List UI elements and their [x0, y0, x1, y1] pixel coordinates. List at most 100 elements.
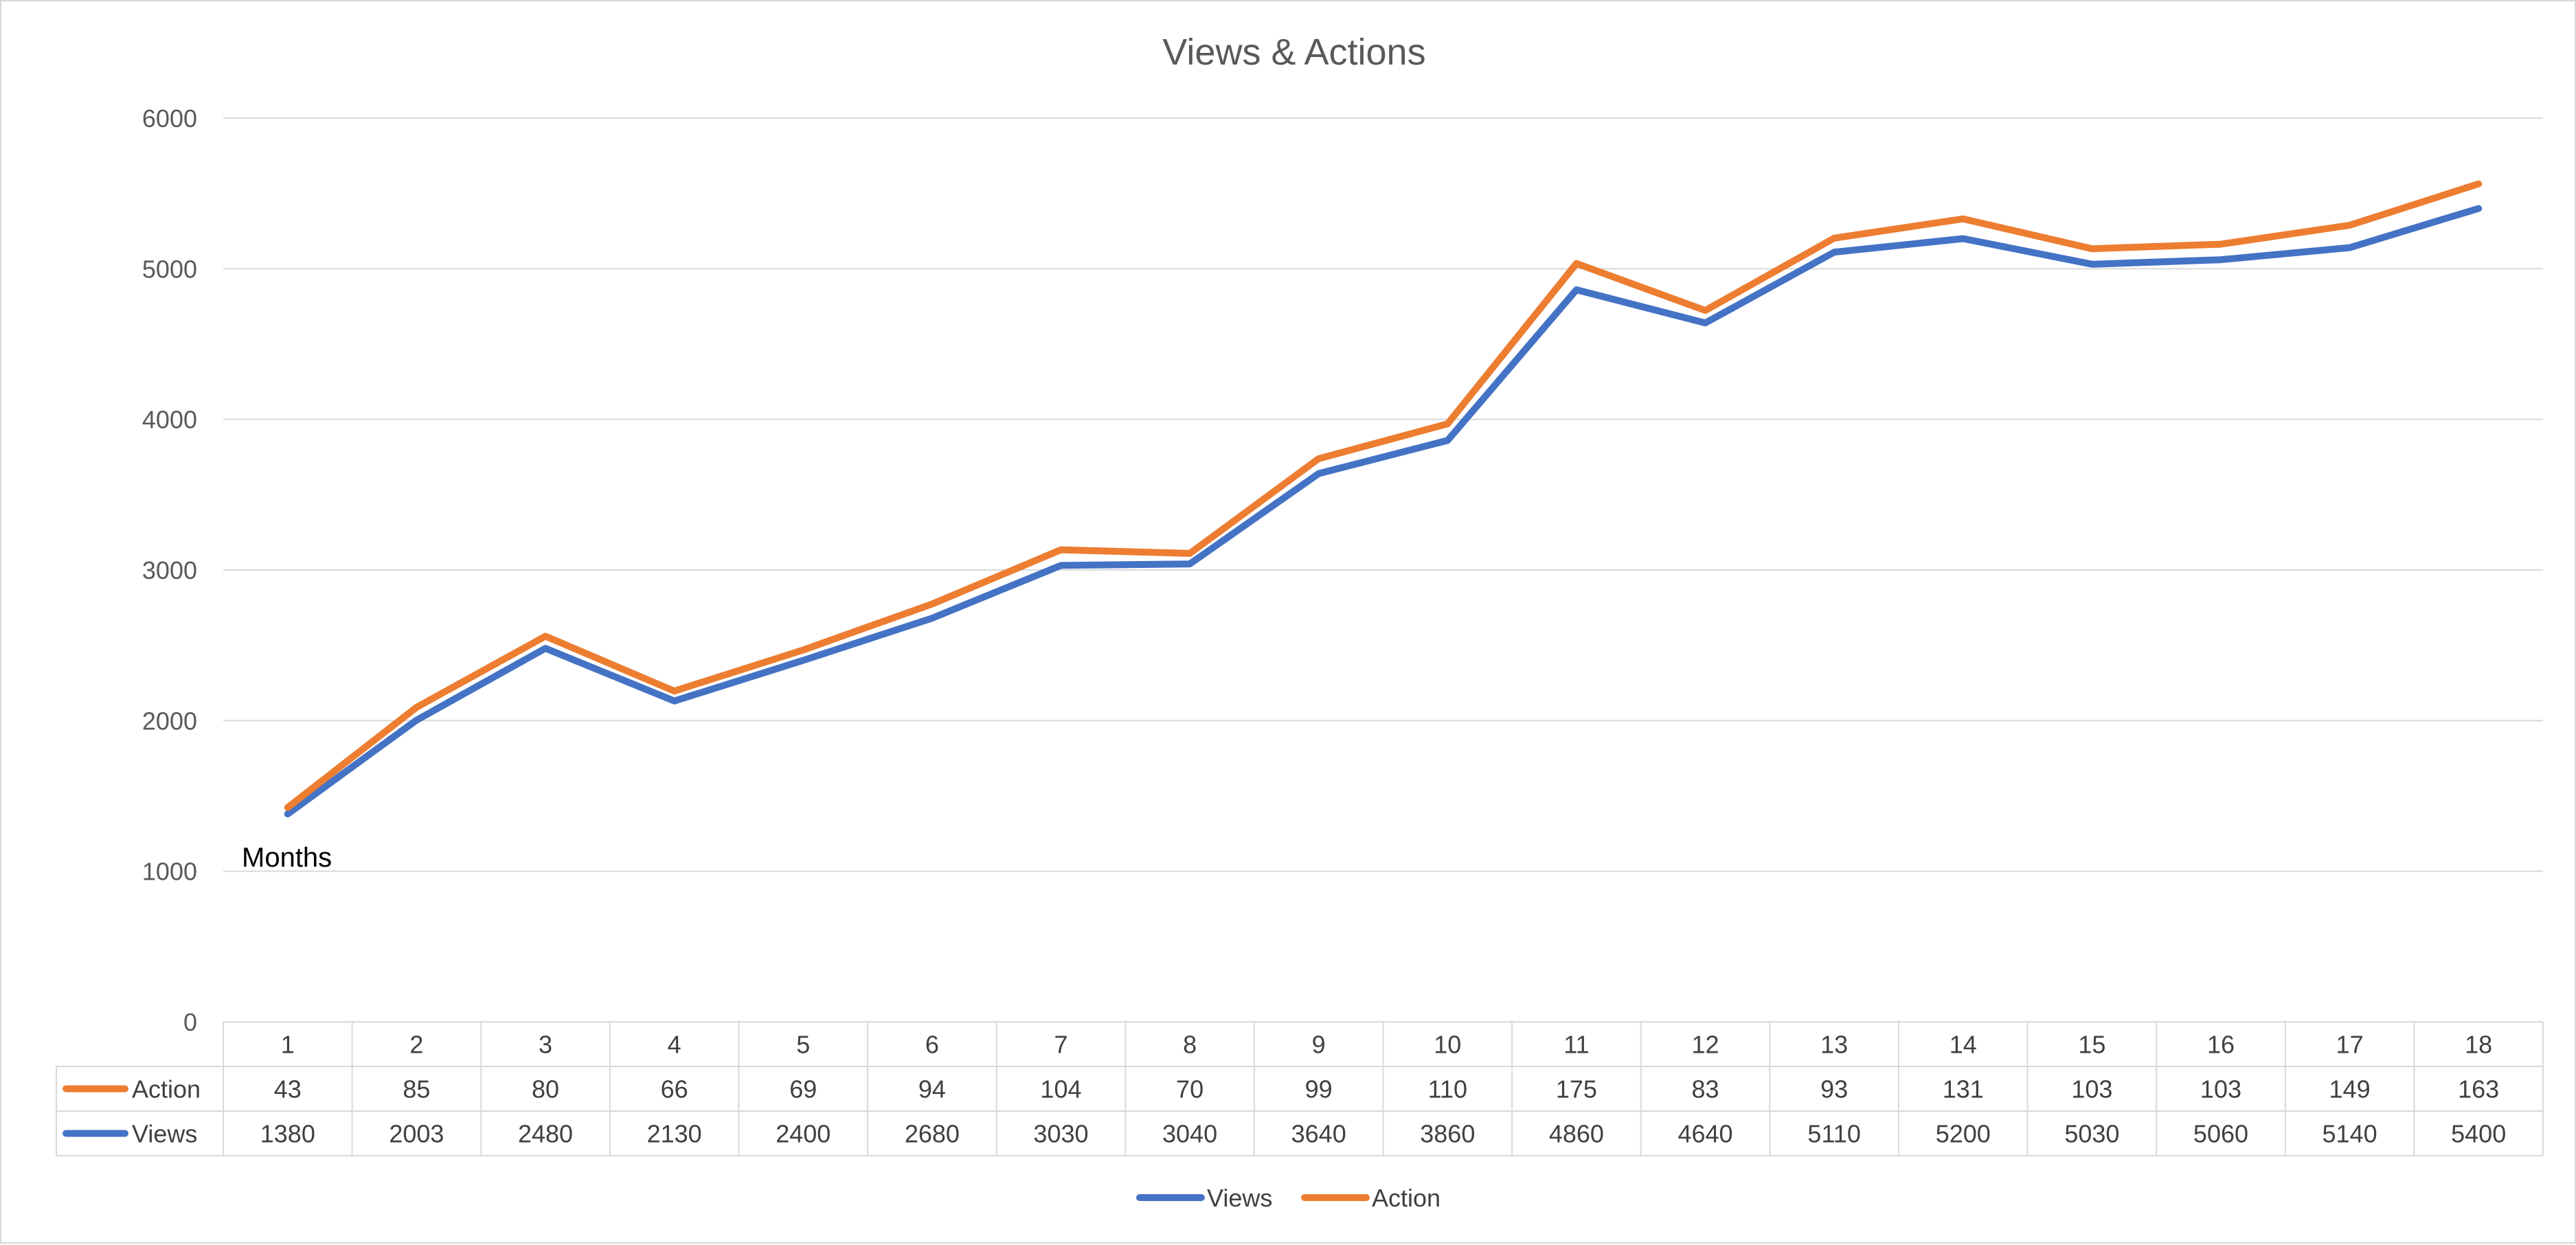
x-tick-label: 3: [539, 1031, 552, 1059]
x-tick-label: 8: [1183, 1031, 1197, 1059]
series-line-action: [284, 180, 2483, 811]
table-cell: 80: [532, 1075, 559, 1104]
data-point: [931, 603, 933, 605]
data-point: [673, 700, 675, 702]
data-point: [1962, 238, 1964, 240]
x-tick-label: 7: [1054, 1031, 1067, 1059]
table-cell: 149: [2329, 1075, 2371, 1104]
table-cell: 131: [1943, 1075, 1984, 1104]
y-tick-label: 5000: [142, 255, 197, 283]
data-point: [2478, 183, 2480, 185]
table-cell: 5030: [2064, 1120, 2119, 1148]
y-tick-label: 3000: [142, 556, 197, 584]
data-point: [1318, 457, 1320, 459]
table-cell: 5060: [2193, 1120, 2248, 1148]
data-point: [1447, 439, 1449, 442]
table-cell: 2680: [905, 1120, 960, 1148]
table-cell: 2480: [518, 1120, 573, 1148]
x-tick-label: 12: [1692, 1031, 1719, 1059]
y-tick-label: 4000: [142, 406, 197, 434]
series-lines: [284, 180, 2483, 818]
table-cell: 5110: [1807, 1120, 1860, 1148]
data-point: [2219, 243, 2222, 245]
table-cell: 103: [2200, 1075, 2241, 1104]
data-point: [2219, 259, 2222, 261]
data-point: [673, 690, 675, 692]
table-cell: 69: [789, 1075, 817, 1104]
y-axis-ticks: 0 1000 2000 3000 4000 5000 6000: [142, 104, 197, 1036]
x-tick-label: 16: [2207, 1031, 2235, 1059]
table-cell: 5400: [2451, 1120, 2506, 1148]
x-tick-label: 1: [281, 1031, 295, 1059]
table-cell: 94: [918, 1075, 946, 1104]
data-point: [1575, 262, 1577, 264]
data-point: [1060, 564, 1062, 567]
y-tick-label: 2000: [142, 707, 197, 735]
table-cell: 5200: [1936, 1120, 1991, 1148]
data-point: [1575, 289, 1577, 291]
table-row-label: Action: [132, 1075, 201, 1104]
data-point: [416, 707, 418, 709]
data-point: [2478, 207, 2480, 209]
data-point: [802, 649, 804, 651]
table-cell: 5140: [2323, 1120, 2377, 1148]
x-tick-label: 18: [2465, 1031, 2492, 1059]
data-point: [802, 659, 804, 661]
data-point: [1189, 563, 1191, 565]
data-point: [2349, 247, 2351, 249]
data-point: [545, 635, 547, 637]
data-point: [1833, 237, 1835, 239]
data-point: [286, 813, 289, 815]
table-cell: 4860: [1549, 1120, 1604, 1148]
table-cell: 175: [1556, 1075, 1597, 1104]
data-point: [545, 648, 547, 650]
table-cell: 85: [403, 1075, 430, 1104]
data-point: [416, 719, 418, 721]
chart-title: Views & Actions: [1162, 32, 1425, 73]
table-cell: 70: [1176, 1075, 1204, 1104]
x-tick-label: 14: [1950, 1031, 1977, 1059]
data-point: [1189, 552, 1191, 554]
table-cell: 1380: [260, 1120, 315, 1148]
series-line-views: [284, 205, 2483, 818]
y-tick-label: 6000: [142, 104, 197, 133]
data-point: [1704, 310, 1706, 312]
table-cell: 110: [1428, 1075, 1467, 1104]
x-tick-label: 5: [796, 1031, 810, 1059]
table-cell: 2400: [776, 1120, 831, 1148]
data-point: [1833, 251, 1835, 253]
legend-label: Views: [1207, 1184, 1272, 1212]
table-cell: 163: [2458, 1075, 2499, 1104]
data-point: [1447, 423, 1449, 425]
data-point: [931, 617, 933, 619]
table-cell: 2130: [647, 1120, 702, 1148]
table-row-label: Views: [132, 1120, 197, 1148]
x-tick-label: 6: [925, 1031, 939, 1059]
x-tick-label: 4: [668, 1031, 681, 1059]
table-cell: 43: [274, 1075, 302, 1104]
data-point: [286, 806, 289, 808]
data-point: [1060, 549, 1062, 551]
legend: Views Action: [1136, 1184, 1440, 1212]
data-point: [1962, 218, 1964, 220]
data-point: [2349, 224, 2351, 226]
x-tick-label: 11: [1563, 1031, 1589, 1059]
table-cell: 83: [1692, 1075, 1719, 1104]
table-cell: 3640: [1291, 1120, 1346, 1148]
table-cell: 3030: [1033, 1120, 1088, 1148]
table-cell: 104: [1040, 1075, 1081, 1104]
data-point: [1704, 322, 1706, 324]
table-cell: 66: [661, 1075, 688, 1104]
x-tick-label: 17: [2336, 1031, 2364, 1059]
x-tick-label: 9: [1312, 1031, 1326, 1059]
x-tick-label: 13: [1820, 1031, 1848, 1059]
table-cell: 93: [1820, 1075, 1848, 1104]
legend-label: Action: [1372, 1184, 1440, 1212]
x-tick-label: 15: [2078, 1031, 2105, 1059]
table-cell: 2003: [389, 1120, 444, 1148]
table-cell: 103: [2071, 1075, 2112, 1104]
x-tick-label: 2: [409, 1031, 423, 1059]
